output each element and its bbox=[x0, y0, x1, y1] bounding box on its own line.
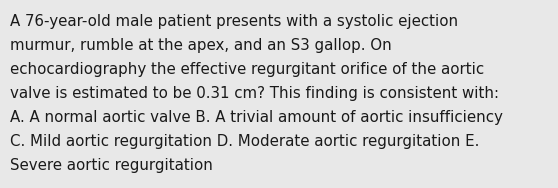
Text: Severe aortic regurgitation: Severe aortic regurgitation bbox=[10, 158, 213, 173]
Text: C. Mild aortic regurgitation D. Moderate aortic regurgitation E.: C. Mild aortic regurgitation D. Moderate… bbox=[10, 134, 479, 149]
Text: A. A normal aortic valve B. A trivial amount of aortic insufficiency: A. A normal aortic valve B. A trivial am… bbox=[10, 110, 503, 125]
Text: A 76-year-old male patient presents with a systolic ejection: A 76-year-old male patient presents with… bbox=[10, 14, 458, 29]
Text: murmur, rumble at the apex, and an S3 gallop. On: murmur, rumble at the apex, and an S3 ga… bbox=[10, 38, 392, 53]
Text: valve is estimated to be 0.31 cm? This finding is consistent with:: valve is estimated to be 0.31 cm? This f… bbox=[10, 86, 499, 101]
Text: echocardiography the effective regurgitant orifice of the aortic: echocardiography the effective regurgita… bbox=[10, 62, 484, 77]
